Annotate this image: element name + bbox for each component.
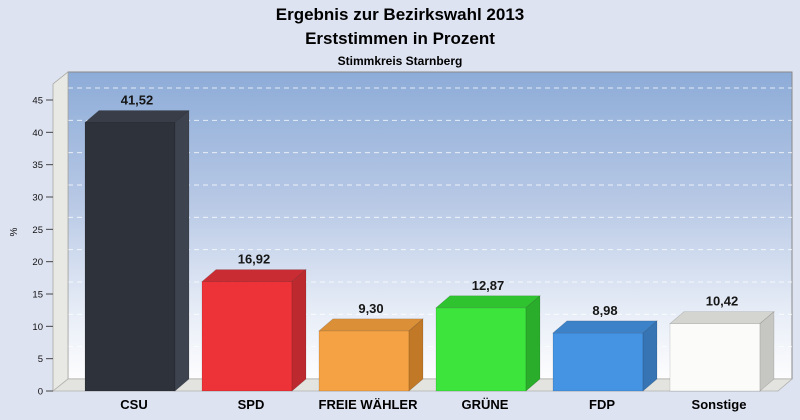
y-tick-label: 30 xyxy=(32,193,43,204)
y-tick-label: 10 xyxy=(32,322,43,333)
chart-subtitle: Stimmkreis Starnberg xyxy=(337,54,463,68)
bar-front-face xyxy=(84,122,176,392)
bar-csu: 41,52 CSU xyxy=(84,93,190,412)
bar-value-label: 9,30 xyxy=(358,301,383,316)
y-tick-label: 20 xyxy=(32,257,43,268)
bar-side-face xyxy=(525,295,541,392)
bar-side-face xyxy=(642,320,658,392)
bar-side-face xyxy=(408,318,424,392)
bar-top-face xyxy=(201,269,307,282)
bar-front-face xyxy=(669,323,761,392)
bar-front-face xyxy=(552,332,644,392)
x-category-label: Sonstige xyxy=(692,397,747,412)
y-tick-label: 0 xyxy=(38,387,43,398)
bar-value-label: 10,42 xyxy=(706,294,739,309)
x-category-label: CSU xyxy=(120,397,147,412)
chart-title-line2: Erststimmen in Prozent xyxy=(305,29,495,48)
bar-value-label: 12,87 xyxy=(472,278,505,293)
y-tick-label: 15 xyxy=(32,290,43,301)
y-tick-label: 35 xyxy=(32,160,43,171)
y-axis: 0 5 10 15 20 25 30 35 40 45% xyxy=(9,96,53,398)
y-tick-label: 40 xyxy=(32,128,43,139)
bar-value-label: 8,98 xyxy=(592,303,617,318)
x-category-label: SPD xyxy=(238,397,265,412)
bar-side-face xyxy=(174,109,190,392)
y-tick-label: 5 xyxy=(38,354,43,365)
bar-top-face xyxy=(669,311,775,324)
bar-front-face xyxy=(318,330,410,392)
y-axis-label: % xyxy=(9,227,20,236)
chart-title-line1: Ergebnis zur Bezirkswahl 2013 xyxy=(275,5,525,24)
bar-front-face xyxy=(201,281,293,392)
bar-spd: 16,92 SPD xyxy=(201,252,307,412)
bar-top-face xyxy=(552,320,658,334)
bar-top-face xyxy=(84,110,190,123)
y-tick-label: 25 xyxy=(32,225,43,236)
bar-fdp: 8,98 FDP xyxy=(552,303,658,412)
bar-sonstige: 10,42 Sonstige xyxy=(669,294,775,412)
x-category-label: FREIE WÄHLER xyxy=(319,397,419,412)
bar-front-face xyxy=(435,307,527,392)
bar-freie-waehler: 9,30 FREIE WÄHLER xyxy=(318,301,424,412)
bar-top-face xyxy=(318,318,424,332)
y-tick-label: 45 xyxy=(32,96,43,107)
bar-top-face xyxy=(435,295,541,309)
bar-side-face xyxy=(759,310,775,392)
axis-wall xyxy=(52,71,69,392)
bar-side-face xyxy=(291,268,307,392)
x-category-label: GRÜNE xyxy=(462,397,509,412)
bar-gruene: 12,87 GRÜNE xyxy=(435,278,541,412)
bar-value-label: 41,52 xyxy=(121,93,154,108)
bar-value-label: 16,92 xyxy=(238,252,271,267)
x-category-label: FDP xyxy=(589,397,615,412)
